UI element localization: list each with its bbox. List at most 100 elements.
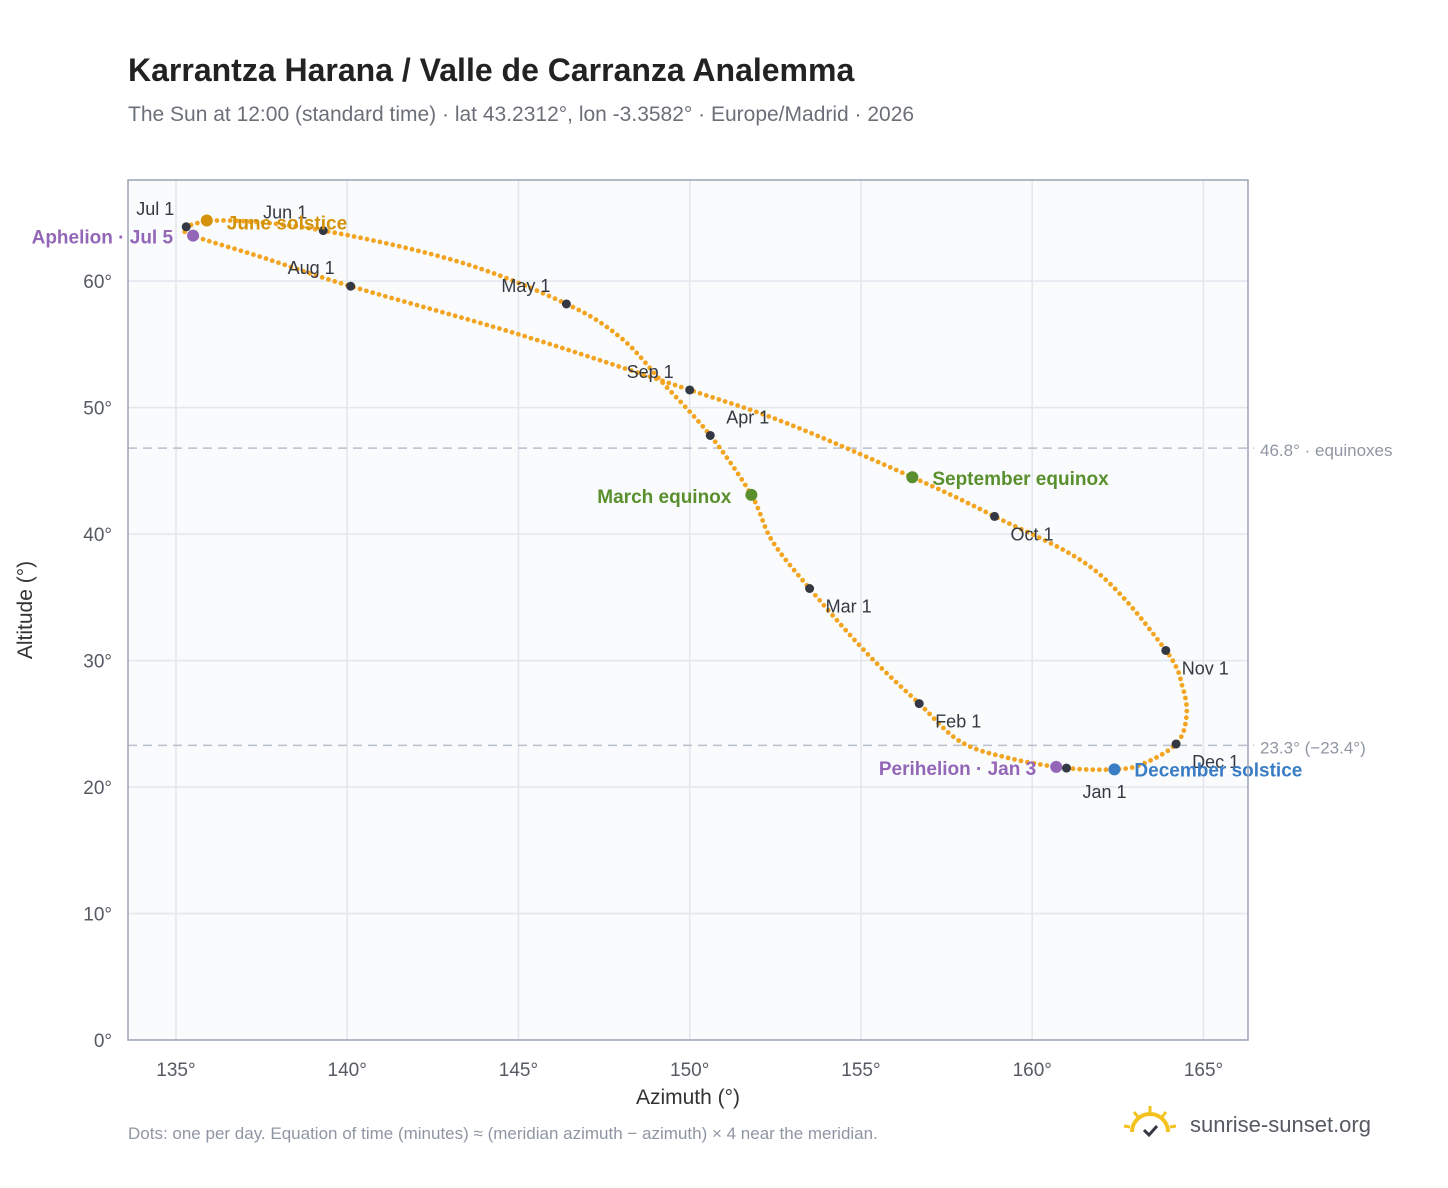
day-dot <box>830 612 835 618</box>
day-dot <box>585 353 590 359</box>
day-dot <box>1018 758 1024 764</box>
day-dot <box>351 234 357 239</box>
day-dot <box>370 290 376 296</box>
month-marker <box>805 584 815 593</box>
day-dot <box>765 530 771 535</box>
day-dot <box>903 688 909 694</box>
day-dot <box>700 423 706 429</box>
day-dot <box>833 441 839 447</box>
month-marker <box>561 299 571 309</box>
day-dot <box>1018 526 1024 532</box>
day-dot <box>301 268 306 274</box>
day-dot <box>1037 762 1043 767</box>
month-marker <box>1061 763 1071 773</box>
day-dot <box>651 370 657 376</box>
month-marker <box>914 699 924 709</box>
day-dot <box>251 252 256 257</box>
day-dot <box>553 343 559 349</box>
day-dot <box>697 390 703 396</box>
day-dot <box>941 489 947 495</box>
day-dot <box>980 748 985 754</box>
day-dot <box>1024 529 1030 535</box>
day-dot <box>950 734 956 740</box>
month-marker <box>181 222 191 232</box>
day-dot <box>276 260 281 266</box>
day-dot <box>887 464 893 470</box>
day-dot <box>888 675 894 680</box>
day-dot <box>672 382 678 388</box>
day-dot <box>992 752 998 758</box>
day-dot <box>1098 572 1104 578</box>
day-dot <box>945 730 951 735</box>
day-dot <box>1151 631 1156 637</box>
day-dot <box>1179 682 1185 688</box>
day-dot <box>778 418 784 424</box>
day-dot <box>260 220 266 225</box>
day-dot <box>338 280 344 286</box>
day-dot <box>1012 757 1017 762</box>
day-dot <box>238 248 244 254</box>
day-dot <box>869 456 875 462</box>
day-dot <box>728 401 734 406</box>
day-dot <box>967 744 973 750</box>
day-dot <box>696 418 701 424</box>
day-dot <box>760 411 765 417</box>
day-dot <box>898 684 904 690</box>
day-dot <box>338 231 344 237</box>
day-dot <box>591 355 597 361</box>
x-tick-label: 135° <box>156 1060 195 1081</box>
day-dot <box>597 357 603 363</box>
day-dot <box>812 592 818 598</box>
day-dot <box>956 738 962 743</box>
day-dot <box>772 416 778 422</box>
day-dot <box>1054 544 1060 549</box>
event-label: December solstice <box>1134 760 1302 781</box>
day-dot <box>395 297 401 303</box>
day-dot <box>1077 557 1083 562</box>
day-dot <box>484 322 490 328</box>
day-dot <box>1117 591 1123 597</box>
day-dot <box>760 518 765 523</box>
day-dot <box>800 577 806 583</box>
day-dot <box>710 395 715 400</box>
day-dot <box>306 225 312 231</box>
day-dot <box>838 622 844 628</box>
day-dot <box>541 339 546 345</box>
day-dot <box>364 236 370 242</box>
day-dot <box>856 642 862 648</box>
day-dot <box>225 244 231 250</box>
event-marker <box>745 488 758 501</box>
day-dot <box>851 449 857 454</box>
day-dot <box>953 494 959 500</box>
day-dot <box>1103 577 1109 583</box>
day-dot <box>1178 676 1183 682</box>
day-dot <box>332 278 338 284</box>
day-dot <box>861 647 866 653</box>
day-dot <box>783 557 789 563</box>
day-dot <box>510 278 515 283</box>
day-dot <box>559 345 565 351</box>
day-dot <box>653 376 659 382</box>
day-dot <box>1183 715 1189 721</box>
day-dot <box>219 242 225 248</box>
day-dot <box>983 509 989 515</box>
day-dot <box>1147 626 1152 632</box>
day-dot <box>874 661 880 667</box>
day-dot <box>779 552 785 558</box>
day-dot <box>286 222 292 228</box>
day-dot <box>757 511 763 517</box>
month-label: Mar 1 <box>826 597 872 617</box>
day-dot <box>593 317 599 323</box>
month-label: Nov 1 <box>1182 658 1229 678</box>
day-dot <box>479 266 485 272</box>
day-dot <box>875 459 881 465</box>
chart-subtitle: The Sun at 12:00 (standard time) · lat 4… <box>128 103 915 126</box>
day-dot <box>466 262 472 268</box>
day-dot <box>634 350 640 356</box>
day-dot <box>582 310 587 316</box>
day-dot <box>881 462 887 468</box>
day-dot <box>280 222 286 227</box>
brand[interactable]: sunrise-sunset.org <box>1122 1104 1392 1148</box>
day-dot <box>747 407 753 413</box>
